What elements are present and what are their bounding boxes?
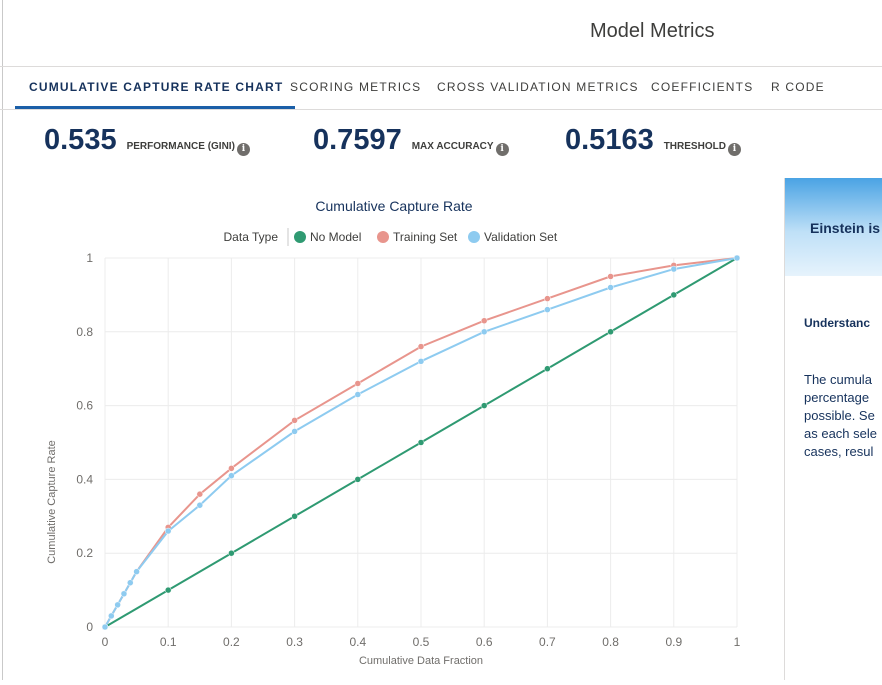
y-tick-label: 0 (86, 620, 93, 634)
cumulative-capture-rate-chart: Cumulative Capture Rate Data Type No Mode… (46, 198, 741, 667)
chart-title: Cumulative Capture Rate (315, 198, 472, 214)
legend-training-set-swatch (377, 231, 389, 243)
validation-set-point (544, 306, 551, 313)
panel-text-line: percentage (804, 390, 870, 405)
page-title: Model Metrics (590, 20, 715, 42)
validation-set-point (354, 391, 362, 398)
chart-legend: Data Type No Model Training Set Validation … (224, 228, 558, 246)
legend-no-model-label: No Model (310, 230, 361, 244)
left-border (2, 0, 3, 680)
metric-max-accuracy: 0.7597 MAX ACCURACY i (313, 124, 509, 157)
no-model-point (480, 402, 488, 409)
tab-scoring-metrics[interactable]: SCORING METRICS (290, 80, 422, 94)
metric-value: 0.5163 (565, 124, 654, 156)
info-icon[interactable]: i (236, 143, 250, 156)
x-tick-label: 0.2 (223, 635, 240, 649)
metric-threshold: 0.5163 THRESHOLD i (565, 124, 741, 157)
tab-coefficients[interactable]: COEFFICIENTS (651, 80, 754, 94)
validation-set-point (417, 358, 425, 365)
einstein-banner-text: Einstein is (810, 220, 881, 236)
validation-set-point (196, 501, 204, 509)
training-set-point (417, 343, 425, 350)
x-axis-title: Cumulative Data Fraction (359, 655, 483, 667)
metric-value: 0.7597 (313, 124, 402, 156)
training-set-point (607, 273, 614, 280)
training-set-point (480, 317, 488, 324)
no-model-point (544, 365, 551, 372)
tab-r-code[interactable]: R CODE (771, 80, 825, 94)
x-tick-label: 0.1 (160, 635, 177, 649)
panel-text-line: cases, resul (804, 444, 874, 459)
y-tick-label: 0.8 (76, 325, 93, 339)
legend-training-set-label: Training Set (393, 230, 458, 244)
x-tick-label: 0.9 (665, 635, 682, 649)
no-model-point (164, 586, 172, 594)
tab-cumulative-capture-rate-chart[interactable]: CUMULATIVE CAPTURE RATE CHART (14, 67, 296, 109)
info-icon[interactable]: i (495, 143, 509, 156)
validation-set-point (127, 579, 134, 586)
validation-set-point (480, 328, 488, 336)
training-set-point (544, 295, 551, 302)
info-icon[interactable]: i (727, 143, 741, 156)
einstein-banner: Einstein is (784, 178, 882, 276)
x-tick-label: 1 (734, 635, 741, 649)
legend-title: Data Type (224, 230, 279, 244)
tab-cross-validation-metrics[interactable]: CROSS VALIDATION METRICS (437, 80, 639, 94)
training-set-point (196, 490, 204, 498)
no-model-point (670, 291, 678, 299)
y-tick-label: 0.2 (76, 546, 93, 560)
panel-text-line: as each sele (804, 426, 877, 441)
x-tick-label: 0.7 (539, 635, 556, 649)
validation-set-point (733, 254, 741, 262)
chart-container: Cumulative Capture Rate Data Type No Mode… (0, 178, 784, 680)
tab-bar: CUMULATIVE CAPTURE RATE CHART SCORING ME… (0, 66, 882, 110)
no-model-point (607, 328, 614, 336)
validation-set-point (291, 428, 298, 435)
no-model-point (228, 549, 235, 557)
x-tick-label: 0 (102, 635, 109, 649)
validation-set-point (228, 472, 235, 479)
y-tick-label: 1 (86, 251, 93, 265)
panel-heading: Understanc (804, 316, 871, 330)
legend-no-model-swatch (294, 231, 306, 243)
legend-validation-set-label: Validation Set (484, 230, 558, 244)
metric-performance-gini: 0.535 PERFORMANCE (GINI) i (44, 124, 250, 157)
x-tick-label: 0.4 (349, 635, 366, 649)
x-tick-label: 0.3 (286, 635, 303, 649)
validation-set-point (133, 568, 140, 575)
legend-validation-set-swatch (468, 231, 480, 243)
x-tick-label: 0.5 (413, 635, 430, 649)
metric-label: PERFORMANCE (GINI) (126, 141, 235, 152)
y-tick-label: 0.6 (76, 399, 93, 413)
training-set-point (291, 417, 298, 424)
einstein-side-panel: Einstein is Understanc The cumula percen… (784, 178, 882, 680)
x-tick-label: 0.6 (476, 635, 493, 649)
validation-set-point (164, 527, 172, 535)
chart-grid (104, 257, 738, 628)
panel-divider (784, 178, 785, 680)
panel-text-line: The cumula (804, 372, 872, 387)
chart-series (101, 254, 741, 631)
training-set-point (354, 380, 362, 387)
no-model-point (291, 513, 298, 520)
metric-value: 0.535 (44, 124, 117, 156)
y-axis-title: Cumulative Capture Rate (46, 440, 58, 564)
chart-axes: 0 0.1 0.2 0.3 0.4 0.5 0.6 0.7 0.8 0.9 1 0 0.2 0.4 0.6 0… (76, 251, 740, 649)
no-model-point (354, 476, 362, 483)
metric-label: THRESHOLD (663, 141, 726, 152)
no-model-point (417, 439, 425, 446)
validation-set-point (114, 601, 121, 609)
validation-set-point (607, 284, 614, 291)
validation-set-point (120, 590, 128, 598)
training-set-point (228, 465, 235, 472)
validation-set-point (101, 623, 109, 631)
metric-label: MAX ACCURACY (411, 141, 494, 152)
panel-text-line: possible. Se (804, 408, 875, 423)
validation-set-point (108, 612, 115, 620)
y-tick-label: 0.4 (76, 472, 93, 486)
validation-set-point (670, 265, 678, 273)
x-tick-label: 0.8 (602, 635, 619, 649)
